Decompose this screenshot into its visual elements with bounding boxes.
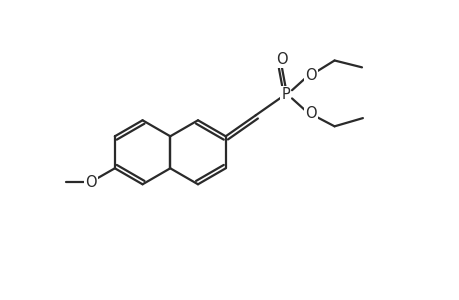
Text: O: O [304, 68, 316, 82]
Text: O: O [304, 106, 316, 121]
Text: P: P [280, 87, 289, 102]
Text: O: O [275, 52, 287, 67]
Text: O: O [85, 175, 97, 190]
